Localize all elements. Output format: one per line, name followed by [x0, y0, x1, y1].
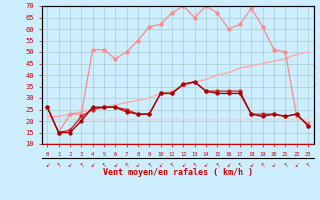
X-axis label: Vent moyen/en rafales ( km/h ): Vent moyen/en rafales ( km/h )	[103, 168, 252, 177]
